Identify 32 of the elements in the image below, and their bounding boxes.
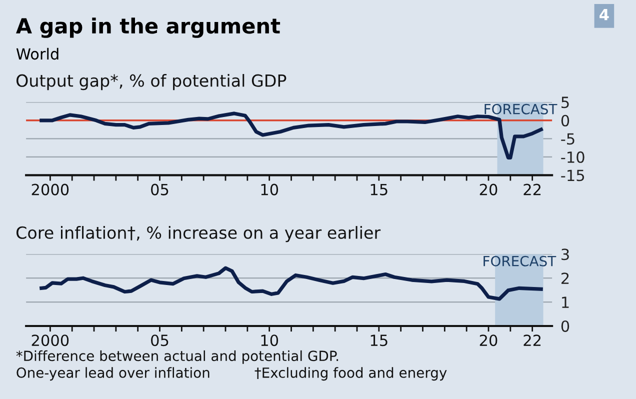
x-tick-label: 22 (524, 184, 541, 196)
x-tick-label: 2000 (32, 184, 69, 196)
line-series (40, 266, 543, 301)
y-tick-label: 2 (562, 272, 569, 284)
x-tick-label: 10 (261, 334, 278, 346)
text: One-year lead over inflation (16, 367, 210, 381)
x-tick-label: 20 (480, 184, 498, 196)
band-label: FORECAST (484, 256, 556, 266)
y-tick-label: 1 (562, 296, 569, 308)
x-tick-label: 05 (151, 184, 168, 196)
x-tick-label: 10 (261, 184, 278, 196)
y-tick-label: 5 (562, 96, 569, 108)
text: *Difference between actual and potential GDP. (16, 350, 338, 364)
y-tick-label: -15 (561, 170, 584, 182)
x-tick-label: 20 (480, 334, 498, 346)
x-tick-label: 2000 (32, 334, 69, 346)
x-tick-label: 15 (370, 334, 388, 346)
text: A gap in the argument (16, 18, 280, 38)
x-tick-label: 22 (524, 334, 541, 346)
x-tick-label: 15 (370, 184, 388, 196)
y-tick-label: -10 (561, 151, 584, 163)
text: World (16, 48, 58, 60)
x-tick-label: 05 (151, 334, 168, 346)
chart-title: Output gap*, % of potential GDP (16, 74, 286, 90)
y-tick-label: -5 (561, 133, 574, 145)
band-label: FORECAST (484, 104, 558, 114)
y-tick-label: 3 (562, 248, 569, 260)
text: 4 (600, 9, 609, 20)
y-tick-label: 0 (561, 320, 570, 332)
chart-title: Core inflation†, % increase on a year earlier (16, 226, 381, 242)
text: †Excluding food and energy (254, 367, 447, 381)
y-tick-label: 0 (561, 114, 570, 126)
